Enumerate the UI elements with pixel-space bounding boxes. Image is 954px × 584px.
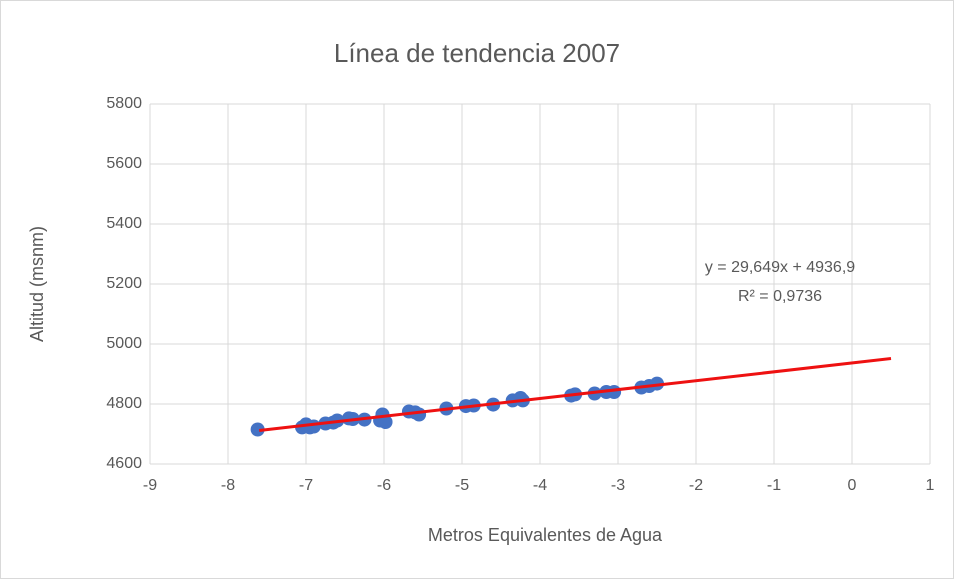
x-tick-label: -6 [377,477,391,494]
x-tick-label: -2 [689,477,703,494]
x-tick-label: 0 [848,477,857,494]
x-tick-label: -3 [611,477,625,494]
point [306,419,321,434]
trendline [259,356,892,433]
x-tick-label: -9 [143,477,157,494]
trendline-annotation: R² = 0,9736 [738,288,822,305]
x-tick-label: -1 [767,477,781,494]
y-tick-label: 5600 [106,155,142,172]
y-axis-label: Altitud (msnm) [27,226,47,342]
x-tick-label: -8 [221,477,235,494]
x-tick-label: -7 [299,477,313,494]
x-tick-label: -5 [455,477,469,494]
y-tick-label: 5800 [106,95,142,112]
x-axis-label: Metros Equivalentes de Agua [428,525,663,545]
x-tick-label: 1 [926,477,935,494]
y-tick-label: 5200 [106,275,142,292]
chart-title: Línea de tendencia 2007 [334,38,620,68]
point [250,422,265,437]
y-tick-label: 4800 [106,395,142,412]
y-tick-label: 5000 [106,335,142,352]
point [650,376,664,391]
point [412,407,427,422]
point [378,415,393,429]
x-tick-label: -4 [533,477,547,494]
trendline-annotation: y = 29,649x + 4936,9 [705,259,855,276]
y-tick-label: 4600 [106,455,142,472]
y-tick-label: 5400 [106,215,142,232]
